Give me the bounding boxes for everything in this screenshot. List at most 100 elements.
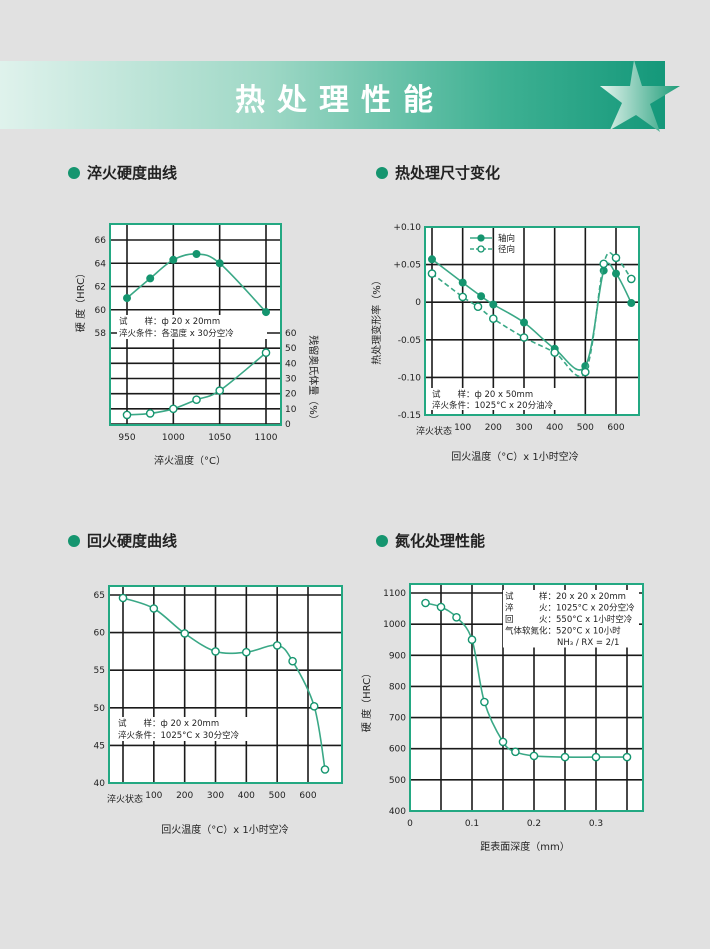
data-point: [511, 747, 520, 757]
section-title: 热处理尺寸变化: [395, 164, 501, 182]
y-tick-label: 60: [95, 306, 107, 316]
y-tick-label: 400: [389, 807, 406, 817]
data-point: [145, 409, 155, 418]
y-tick-label: 58: [95, 329, 107, 339]
annotation-text: 淬火条件：1025°C x 20分油冷: [432, 400, 554, 411]
section-dimension-change: 热处理尺寸变化: [376, 162, 500, 183]
chart-3: 40 45 50 55 60 65 淬火状态 100 200 300 400 500 600 回火温度（°…: [94, 585, 343, 836]
title-banner: [0, 61, 665, 129]
annotation-bg: [117, 327, 267, 339]
annotation-bg: [503, 613, 639, 625]
data-point: [122, 294, 131, 303]
annotation-text: 试 样：ф 20 x 20mm: [118, 718, 219, 729]
y-tick-label: 55: [94, 666, 105, 676]
x-tick-label: 0.3: [589, 819, 603, 829]
y2-tick-label: 60: [285, 329, 297, 339]
section-temper-hardness: 回火硬度曲线: [68, 530, 177, 551]
y-tick-label: 1100: [383, 589, 406, 599]
legend-marker: [477, 234, 485, 242]
x-tick-label: 1100: [255, 433, 278, 443]
x-tick-label: 0: [407, 819, 413, 829]
y2-tick-label: 50: [285, 344, 297, 354]
y2-tick-label: 30: [285, 375, 297, 385]
bullet-icon: [376, 166, 388, 179]
data-point: [428, 255, 437, 264]
x-tick-label: 500: [269, 791, 286, 801]
data-point: [272, 641, 282, 650]
annotation-text: 试 样：ф 20 x 50mm: [432, 389, 533, 400]
data-point: [488, 314, 498, 324]
y-tick-label: 65: [94, 591, 105, 601]
x-tick-label: 0.1: [465, 819, 479, 829]
x-axis-label: 回火温度（°C）x 1小时空冷: [451, 450, 578, 463]
x-tick-label: 600: [299, 791, 316, 801]
annotation-bg: [503, 590, 639, 602]
data-point: [168, 404, 178, 414]
x-tick-label: 400: [238, 791, 255, 801]
y-tick-label: 60: [94, 629, 106, 639]
data-point: [627, 299, 636, 308]
y-tick-label: +0.10: [393, 223, 421, 233]
annotation-text: 回 火：550°C x 1小时空冷: [505, 614, 633, 625]
x-axis-label: 淬火温度（°C）: [154, 454, 226, 467]
section-quench-hardness: 淬火硬度曲线: [68, 162, 177, 183]
annotation-bg: [116, 729, 266, 741]
annotation-bg: [430, 399, 580, 410]
section-title: 回火硬度曲线: [87, 532, 178, 550]
x-axis-label: 回火温度（°C）x 1小时空冷: [161, 823, 288, 836]
data-point: [477, 292, 486, 301]
y-tick-label: -0.05: [398, 336, 421, 346]
data-point: [215, 386, 224, 395]
data-point: [498, 737, 508, 747]
x-tick-label: 600: [607, 423, 624, 433]
x-tick-label: 0.2: [527, 819, 541, 829]
data-point: [118, 593, 128, 603]
legend-marker: [477, 245, 485, 253]
y-tick-label: 62: [95, 283, 106, 293]
data-point: [489, 300, 498, 309]
data-point: [560, 752, 570, 762]
data-point: [192, 249, 201, 258]
data-point: [473, 302, 483, 312]
legend-label: 径向: [498, 244, 515, 255]
x-tick-label: 200: [176, 791, 193, 801]
x-tick-label: 300: [207, 791, 224, 801]
data-point: [427, 269, 437, 278]
x-tick-label: 300: [515, 423, 532, 433]
y-tick-label: 0: [415, 298, 421, 308]
series-line-2: [431, 251, 632, 377]
data-point: [146, 274, 155, 283]
x-tick-label: 100: [145, 791, 162, 801]
data-point: [320, 765, 330, 774]
data-point: [309, 702, 319, 711]
plot-area: [425, 227, 639, 415]
data-point: [215, 259, 224, 268]
x-tick-label-quenched: 淬火状态: [107, 793, 143, 805]
y-tick-label: 800: [389, 682, 406, 692]
annotation-bg: [503, 601, 639, 613]
data-point: [192, 395, 201, 405]
x-tick-label: 950: [118, 433, 135, 443]
data-point: [622, 752, 632, 762]
data-point: [458, 278, 467, 287]
x-tick-label: 1000: [162, 433, 185, 443]
annotation-bg: [117, 315, 267, 327]
data-point: [627, 274, 636, 284]
annotation-bg: [503, 636, 639, 648]
y-tick-label: 45: [94, 741, 105, 751]
y-tick-label: -0.15: [398, 411, 421, 421]
chart-1: 58 60 62 64 66 0 10 20 30 40 50 60 950 1000 1050 1100 淬火…: [74, 223, 320, 467]
plot-frame: [424, 226, 640, 416]
data-point: [211, 647, 220, 656]
annotation-text: 试 样：20 x 20 x 20mm: [505, 591, 626, 602]
bullet-icon: [376, 534, 388, 547]
x-tick-label: 500: [577, 423, 594, 433]
data-point: [149, 604, 159, 613]
annotation-text: 气体软氮化：520°C x 10小时: [505, 626, 621, 637]
section-title: 氮化处理性能: [395, 532, 486, 550]
y-tick-label: 900: [389, 651, 406, 661]
x-tick-label-quenched: 淬火状态: [416, 425, 452, 437]
plot-area: [109, 586, 342, 783]
data-point: [467, 635, 477, 645]
